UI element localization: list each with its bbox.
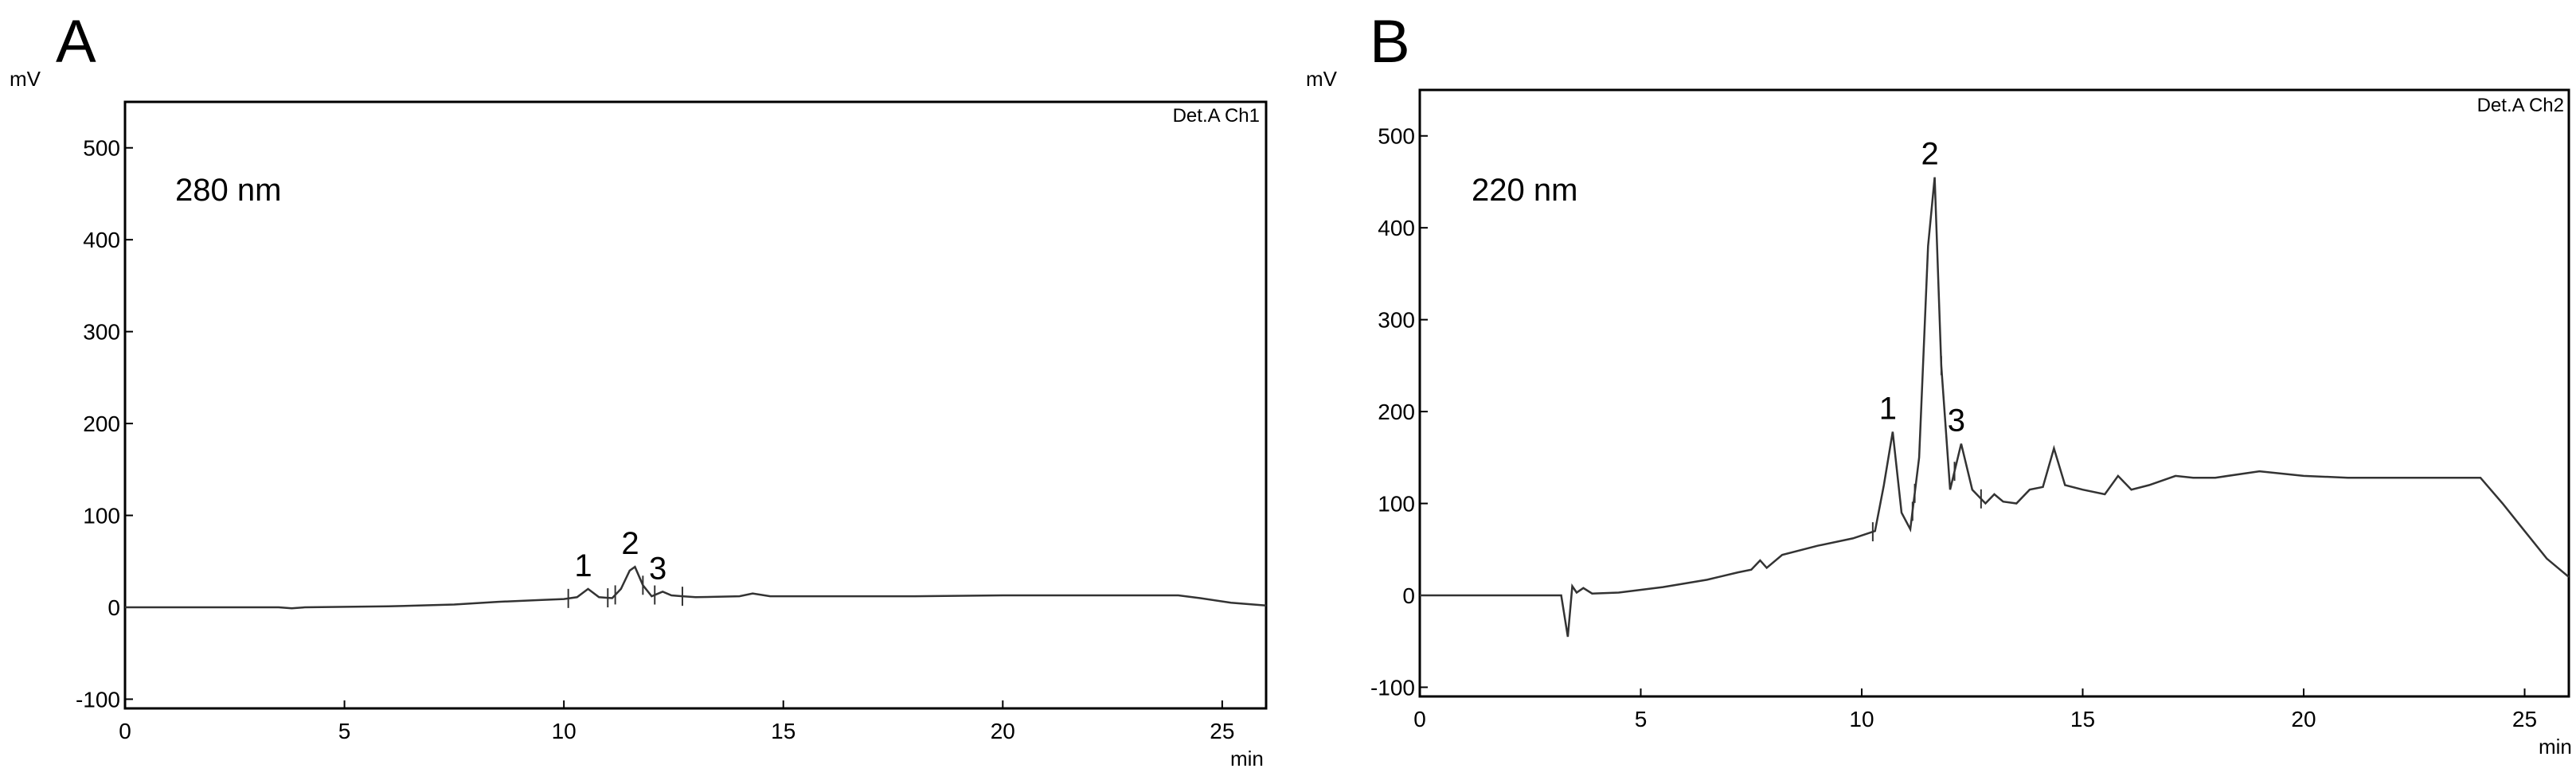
x-tick-label-a-15: 15: [771, 719, 795, 743]
x-tick-label-a-20: 20: [991, 719, 1015, 743]
x-tick-label-a-25: 25: [1210, 719, 1234, 743]
x-tick-label-a-10: 10: [552, 719, 577, 743]
detector-label-a: Det.A Ch1: [1173, 105, 1260, 127]
x-tick-label-a-5: 5: [338, 719, 351, 743]
peak-labels-b: 1 2 3: [1879, 137, 1965, 439]
peak-label-b-1: 1: [1879, 391, 1897, 426]
y-tick-label-a-500: 500: [83, 136, 120, 161]
integration-markers-b: [1871, 356, 1982, 542]
x-tick-label-b-10: 10: [1849, 707, 1874, 731]
y-tick-label-b-200: 200: [1378, 400, 1415, 424]
x-tick-label-b-5: 5: [1635, 707, 1648, 731]
y-tick-label-a-200: 200: [83, 412, 120, 436]
y-tick-label-b--100: -100: [1370, 675, 1415, 700]
y-tick-label-a-400: 400: [83, 228, 120, 252]
y-tick-label-b-100: 100: [1378, 492, 1415, 517]
chromatogram-trace-b: [1420, 177, 2570, 638]
wavelength-label-a: 280 nm: [175, 173, 281, 208]
peak-label-b-2: 2: [1921, 137, 1938, 172]
axes-a: -100 0 100 200 300 400 500 0 5 10 15 20 25: [76, 136, 1235, 743]
peak-label-a-1: 1: [574, 548, 592, 583]
wavelength-label-b: 220 nm: [1472, 173, 1577, 208]
y-unit-label-b: mV: [1306, 67, 1338, 91]
peak-label-a-2: 2: [621, 526, 639, 561]
x-tick-label-b-25: 25: [2512, 707, 2537, 731]
y-tick-label-a-0: 0: [107, 595, 120, 620]
chromatogram-a-svg: A mV Det.A Ch1 280 nm min -1000100200300…: [10, 8, 1268, 770]
x-tick-label-b-20: 20: [2291, 707, 2316, 731]
y-tick-label-a-300: 300: [83, 320, 120, 345]
plot-frame-a: [123, 100, 1268, 710]
y-tick-label-b-500: 500: [1378, 124, 1415, 149]
integration-markers-a: [567, 575, 683, 608]
x-tick-label-b-0: 0: [1413, 707, 1426, 731]
peak-label-a-3: 3: [649, 551, 666, 586]
chromatogram-panel-a: A mV Det.A Ch1 280 nm min -100 0 100 200 300…: [0, 0, 1274, 784]
y-tick-label-a--100: -100: [76, 687, 120, 712]
peak-label-b-3: 3: [1948, 404, 1965, 439]
panel-label-a: A: [56, 8, 96, 76]
x-unit-label-a: min: [1230, 747, 1264, 770]
plot-frame-b: [1418, 88, 2570, 698]
peak-labels-a: 123: [574, 526, 666, 586]
chromatogram-b-svg: B mV Det.A Ch2 220 nm min -1000100200300…: [1306, 8, 2572, 759]
y-unit-label-a: mV: [10, 67, 41, 91]
y-tick-label-b-400: 400: [1378, 216, 1415, 240]
chromatogram-trace-a: [125, 565, 1267, 610]
chromatogram-panel-b: B mV Det.A Ch2 220 nm min -100 0 100 200 300…: [1274, 0, 2576, 784]
y-tick-label-b-300: 300: [1378, 308, 1415, 333]
axes-b: -100 0 100 200 300 400 500 0 5 10 15 20 25: [1370, 124, 2537, 731]
x-tick-label-b-15: 15: [2070, 707, 2095, 731]
panel-label-b: B: [1370, 8, 1410, 76]
x-tick-label-a-0: 0: [119, 719, 131, 743]
x-unit-label-b: min: [2539, 735, 2572, 759]
detector-label-b: Det.A Ch2: [2477, 95, 2564, 116]
y-tick-label-a-100: 100: [83, 504, 120, 529]
y-tick-label-b-0: 0: [1402, 583, 1415, 608]
